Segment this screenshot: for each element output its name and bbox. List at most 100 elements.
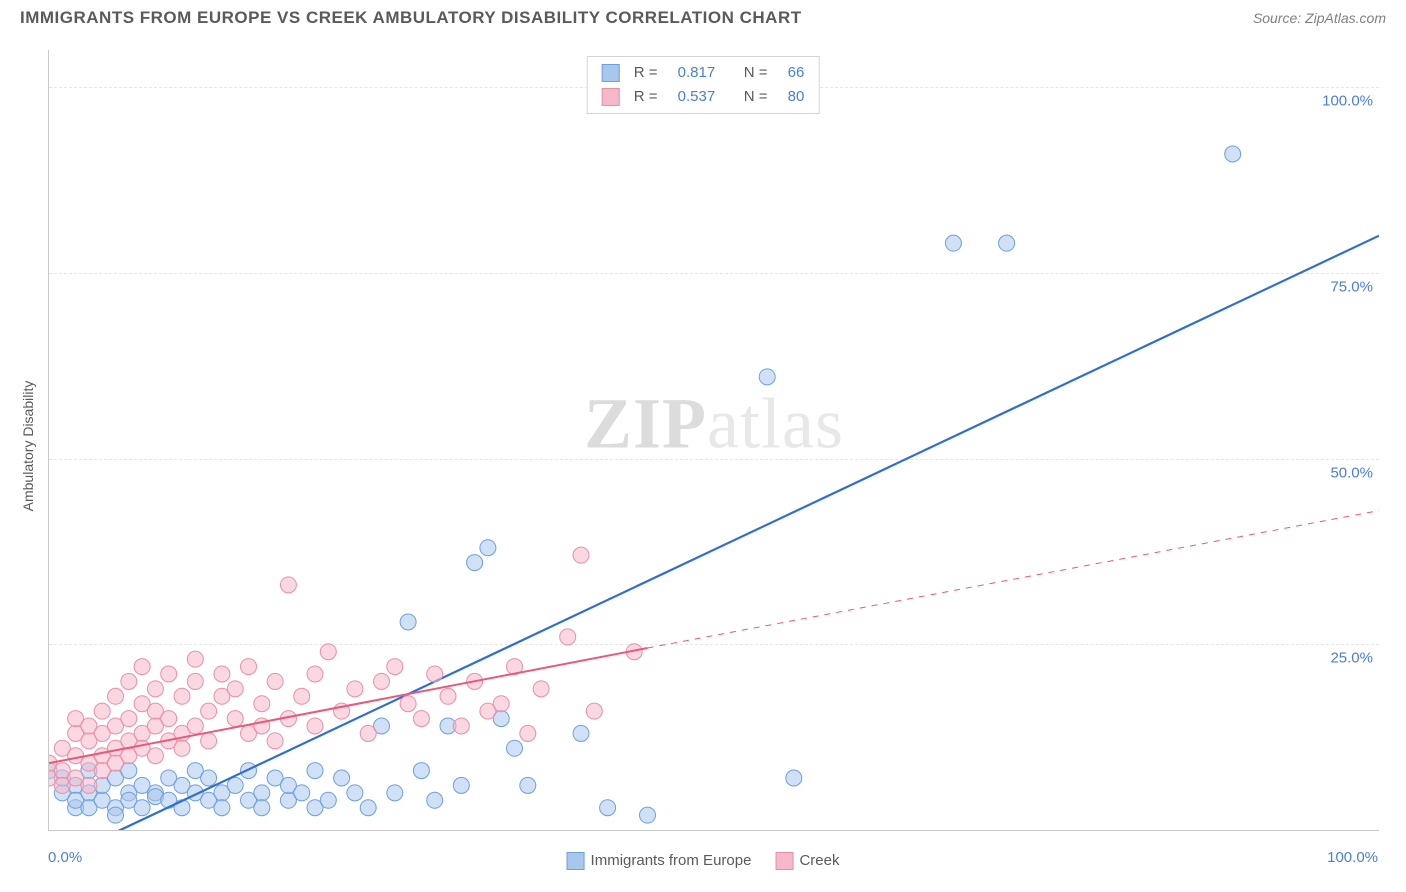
data-point — [227, 681, 243, 697]
series-legend: Immigrants from Europe Creek — [567, 852, 840, 870]
data-point — [174, 688, 190, 704]
data-point — [560, 629, 576, 645]
data-point — [360, 725, 376, 741]
data-point — [227, 711, 243, 727]
data-point — [320, 792, 336, 808]
data-point — [520, 725, 536, 741]
chart-plot-area: ZIPatlas 25.0%50.0%75.0%100.0% — [48, 50, 1379, 831]
r-value: 0.817 — [678, 61, 716, 85]
x-axis-tick-min: 0.0% — [48, 849, 82, 866]
data-point — [347, 681, 363, 697]
data-point — [786, 770, 802, 786]
data-point — [573, 547, 589, 563]
data-point — [307, 763, 323, 779]
data-point — [267, 673, 283, 689]
data-point — [347, 785, 363, 801]
data-point — [307, 666, 323, 682]
data-point — [334, 770, 350, 786]
data-point — [174, 740, 190, 756]
data-point — [187, 651, 203, 667]
legend-row: R = 0.537 N = 80 — [602, 85, 805, 109]
data-point — [533, 681, 549, 697]
data-point — [1225, 146, 1241, 162]
data-point — [241, 659, 257, 675]
n-value: 66 — [788, 61, 805, 85]
data-point — [453, 777, 469, 793]
data-point — [294, 688, 310, 704]
legend-item: Immigrants from Europe — [567, 852, 752, 870]
data-point — [214, 800, 230, 816]
data-point — [467, 555, 483, 571]
data-point — [360, 800, 376, 816]
r-label: R = — [634, 61, 658, 85]
data-point — [187, 718, 203, 734]
data-point — [201, 703, 217, 719]
data-point — [374, 673, 390, 689]
data-point — [161, 711, 177, 727]
legend-label: Creek — [799, 852, 839, 869]
data-point — [427, 792, 443, 808]
data-point — [413, 711, 429, 727]
data-point — [81, 777, 97, 793]
x-axis-tick-max: 100.0% — [1327, 849, 1378, 866]
data-point — [387, 659, 403, 675]
legend-swatch — [602, 64, 620, 82]
legend-row: R = 0.817 N = 66 — [602, 61, 805, 85]
data-point — [520, 777, 536, 793]
legend-item: Creek — [775, 852, 839, 870]
data-point — [759, 369, 775, 385]
legend-swatch — [602, 88, 620, 106]
data-point — [134, 659, 150, 675]
data-point — [94, 703, 110, 719]
data-point — [480, 540, 496, 556]
scatter-svg — [49, 50, 1379, 830]
data-point — [280, 577, 296, 593]
data-point — [121, 711, 137, 727]
data-point — [400, 696, 416, 712]
data-point — [147, 681, 163, 697]
data-point — [254, 696, 270, 712]
n-label: N = — [744, 61, 768, 85]
data-point — [201, 733, 217, 749]
data-point — [294, 785, 310, 801]
data-point — [307, 718, 323, 734]
data-point — [108, 688, 124, 704]
legend-swatch — [567, 852, 585, 870]
data-point — [400, 614, 416, 630]
data-point — [573, 725, 589, 741]
n-value: 80 — [788, 85, 805, 109]
data-point — [121, 673, 137, 689]
data-point — [493, 696, 509, 712]
data-point — [586, 703, 602, 719]
data-point — [187, 673, 203, 689]
data-point — [640, 807, 656, 823]
data-point — [440, 688, 456, 704]
data-point — [945, 235, 961, 251]
data-point — [254, 800, 270, 816]
n-label: N = — [744, 85, 768, 109]
data-point — [267, 733, 283, 749]
data-point — [227, 777, 243, 793]
data-point — [320, 644, 336, 660]
data-point — [507, 740, 523, 756]
data-point — [453, 718, 469, 734]
trend-line-dashed — [648, 511, 1380, 648]
data-point — [999, 235, 1015, 251]
legend-label: Immigrants from Europe — [591, 852, 752, 869]
source-attribution: Source: ZipAtlas.com — [1253, 10, 1386, 26]
r-label: R = — [634, 85, 658, 109]
data-point — [147, 748, 163, 764]
y-axis-label: Ambulatory Disability — [20, 381, 36, 512]
data-point — [413, 763, 429, 779]
data-point — [161, 666, 177, 682]
data-point — [214, 666, 230, 682]
data-point — [134, 800, 150, 816]
legend-swatch — [775, 852, 793, 870]
correlation-legend: R = 0.817 N = 66R = 0.537 N = 80 — [587, 56, 820, 114]
r-value: 0.537 — [678, 85, 716, 109]
data-point — [600, 800, 616, 816]
data-point — [427, 666, 443, 682]
chart-title: IMMIGRANTS FROM EUROPE VS CREEK AMBULATO… — [20, 8, 802, 28]
data-point — [201, 770, 217, 786]
data-point — [108, 807, 124, 823]
